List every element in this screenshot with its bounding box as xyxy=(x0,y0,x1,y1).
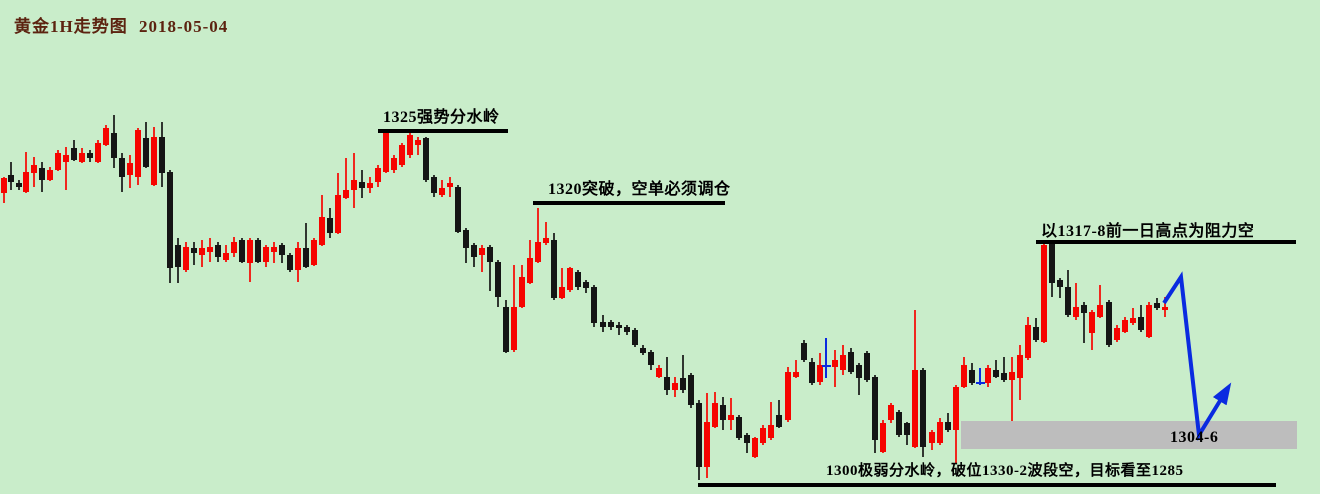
annotation-1317-8-resistance: 以1317-8前一日高点为阻力空 xyxy=(1041,223,1255,240)
annotation-1325-watershed: 1325强势分水岭 xyxy=(383,109,500,126)
blue-order-marks xyxy=(822,338,985,385)
annotation-1320-breakout: 1320突破，空单必须调仓 xyxy=(548,181,731,198)
annotation-target-1304-6: 1304-6 xyxy=(1170,429,1219,446)
chart-title: 黄金1H走势图 2018-05-04 xyxy=(14,17,229,36)
projection-arrow xyxy=(1162,271,1232,441)
level-underlines xyxy=(378,129,1296,487)
annotation-1300-weak-watershed: 1300极弱分水岭，破位1330-2波段空，目标看至1285 xyxy=(826,463,1184,479)
target-zone xyxy=(961,421,1297,449)
candles-series xyxy=(1,115,1168,480)
